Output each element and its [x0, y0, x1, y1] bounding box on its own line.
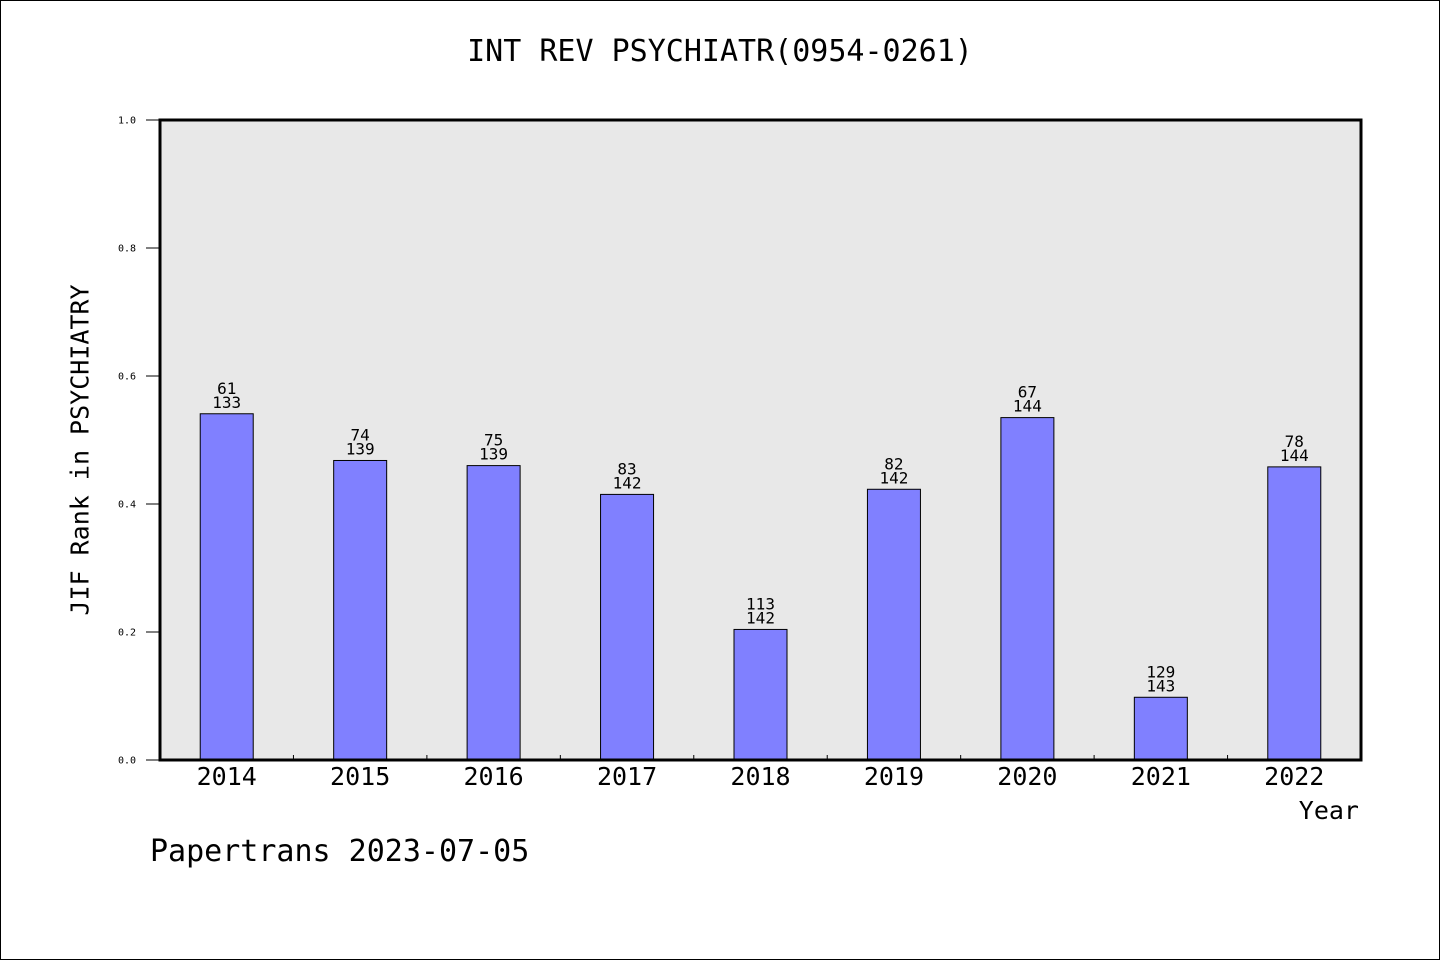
y-tick-label: 1.0	[118, 116, 136, 127]
bar	[466, 465, 521, 761]
y-tick-label: 0.2	[118, 628, 136, 639]
bar-label-total: 139	[346, 439, 375, 458]
bar-label-rank: 67	[1018, 383, 1037, 402]
bar-label-rank: 74	[351, 425, 370, 444]
y-tick-label: 0.4	[118, 500, 136, 511]
bar	[866, 488, 921, 761]
bar-label-rank: 75	[484, 431, 503, 450]
x-tick-label: 2022	[1264, 762, 1324, 791]
bar-label-rank: 129	[1146, 662, 1175, 681]
plot-border	[158, 118, 1363, 762]
bar	[1000, 417, 1055, 761]
chart-title: INT REV PSYCHIATR(0954-0261)	[467, 34, 973, 69]
bar-label-total: 142	[613, 473, 642, 492]
bar	[333, 459, 388, 761]
x-axis-label: Year	[1298, 796, 1359, 825]
bar-label-total: 144	[1280, 446, 1309, 465]
x-tick-label: 2015	[330, 762, 390, 791]
x-tick-label: 2019	[864, 762, 924, 791]
bar	[1133, 696, 1188, 761]
x-tick-label: 2014	[197, 762, 257, 791]
bar-label-total: 133	[212, 393, 241, 412]
y-tick-label: 0.6	[118, 372, 136, 383]
bar-label-rank: 61	[217, 379, 236, 398]
bar	[733, 628, 788, 761]
bar	[600, 493, 655, 761]
bar-label-rank: 83	[617, 459, 636, 478]
bar-label-total: 142	[746, 608, 775, 627]
x-tick-label: 2018	[730, 762, 790, 791]
bar	[1267, 466, 1322, 761]
bar-label-rank: 78	[1285, 432, 1304, 451]
y-axis-label: JIF Rank in PSYCHIATRY	[65, 284, 95, 616]
x-tick-label: 2016	[464, 762, 524, 791]
bar-label-rank: 113	[746, 594, 775, 613]
bar-label-total: 139	[479, 445, 508, 464]
bar-label-rank: 82	[884, 454, 903, 473]
bar-label-total: 143	[1146, 676, 1175, 695]
y-tick-label: 0.0	[118, 756, 136, 767]
x-tick-label: 2020	[997, 762, 1057, 791]
x-tick-label: 2017	[597, 762, 657, 791]
bar-label-total: 144	[1013, 397, 1042, 416]
bar-label-total: 142	[879, 468, 908, 487]
footer-credit: Papertrans 2023-07-05	[150, 834, 530, 869]
x-tick-label: 2021	[1131, 762, 1191, 791]
bar	[199, 413, 254, 761]
y-tick-label: 0.8	[118, 244, 136, 255]
